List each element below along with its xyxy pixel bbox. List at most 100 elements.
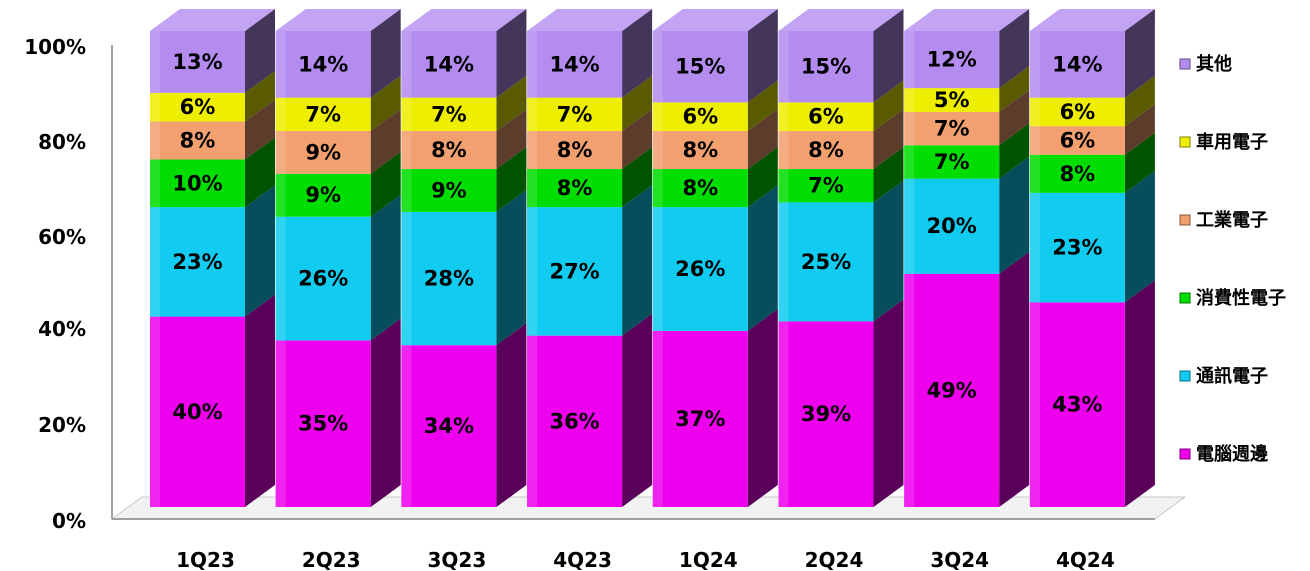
bar-segment-side: [622, 147, 653, 208]
bar-segment-side: [245, 70, 275, 122]
data-label: 8%: [431, 138, 467, 162]
x-tick-label: 3Q24: [930, 548, 989, 571]
bar-segment-side: [370, 151, 401, 217]
bar-segment-highlight: [401, 345, 412, 507]
y-tick-label: 20%: [38, 413, 86, 437]
data-label: 9%: [305, 183, 341, 207]
bar-segment-highlight: [527, 31, 538, 98]
bar-segment: [150, 207, 245, 317]
bar-segment: [275, 31, 371, 98]
bar-segment: [275, 340, 371, 507]
bar-segment-side: [496, 189, 527, 346]
data-label: 6%: [808, 105, 844, 129]
bar-segment-highlight: [778, 130, 789, 170]
data-label: 34%: [424, 414, 474, 438]
bar-segment-highlight: [527, 207, 538, 336]
legend-label: 消費性電子: [1196, 287, 1286, 309]
bar-segment-highlight: [1029, 97, 1040, 127]
data-label: 8%: [557, 138, 593, 162]
legend-swatch: [1179, 58, 1191, 70]
data-label: 8%: [557, 176, 593, 200]
bar-segment-highlight: [150, 159, 160, 208]
bar-segment: [1029, 97, 1125, 127]
data-label: 8%: [808, 138, 844, 162]
bar-segment-side: [873, 108, 904, 170]
bar-segment-highlight: [275, 216, 286, 341]
bar-segment-side: [370, 108, 401, 174]
bar-segment: [527, 31, 623, 98]
bar-segment-highlight: [275, 173, 286, 217]
data-label: 14%: [298, 52, 348, 76]
data-label: 35%: [298, 412, 348, 436]
bar-segment-highlight: [527, 130, 538, 170]
y-tick-label: 100%: [24, 35, 86, 59]
bar-segment-highlight: [904, 145, 915, 179]
bar-top-face: [1029, 9, 1155, 31]
bar-segment-highlight: [150, 31, 160, 93]
bar-segment-highlight: [652, 330, 663, 507]
bar-top-face: [904, 9, 1030, 31]
data-label: 28%: [424, 267, 474, 291]
data-label: 15%: [675, 55, 725, 79]
data-label: 8%: [682, 176, 718, 200]
bar-segment: [401, 345, 497, 507]
bar-top-face: [150, 9, 275, 31]
bar-segment: [275, 173, 371, 217]
bar-segment-highlight: [275, 31, 286, 98]
bar-segment-side: [747, 185, 778, 331]
data-label: 8%: [682, 138, 718, 162]
legend-swatch: [1179, 370, 1191, 382]
data-label: 15%: [801, 55, 851, 79]
bar-segment-side: [496, 9, 527, 98]
bar-segment: [904, 178, 1000, 274]
legend-swatch: [1179, 448, 1191, 460]
bar-segment: [275, 97, 371, 131]
floor-plane: [110, 496, 1187, 520]
bar-segment-side: [1124, 75, 1155, 127]
bar-segment-highlight: [401, 211, 412, 346]
bar-segment-side: [622, 75, 653, 131]
bar-segment-side: [873, 180, 904, 322]
x-tick-label: 1Q23: [176, 548, 235, 571]
data-label: 49%: [927, 378, 977, 402]
bar-segment-side: [999, 251, 1030, 507]
legend-label: 通訊電子: [1196, 365, 1268, 387]
data-label: 7%: [934, 117, 970, 141]
data-label: 23%: [172, 250, 222, 274]
bar-segment-side: [1124, 104, 1155, 155]
bar-segment: [778, 202, 874, 322]
data-label: 10%: [172, 171, 222, 195]
bar-segment: [652, 130, 748, 170]
bar-segment: [401, 31, 497, 98]
bar-segment-highlight: [904, 178, 915, 274]
data-label: 8%: [180, 128, 216, 152]
bar-segment-side: [1124, 9, 1155, 98]
data-label: 26%: [675, 257, 725, 281]
bar-segment: [527, 130, 623, 170]
bar-segment-highlight: [904, 31, 915, 89]
bar-top-face: [401, 9, 527, 31]
legend-swatch: [1179, 136, 1191, 148]
legend-swatch: [1179, 214, 1191, 226]
data-label: 26%: [298, 267, 348, 291]
bar-segment-side: [999, 156, 1030, 274]
bar-segment: [778, 102, 874, 131]
bar-segment-highlight: [527, 169, 538, 208]
bar-segment-highlight: [904, 88, 915, 112]
data-label: 36%: [549, 409, 599, 433]
data-label: 14%: [1052, 52, 1102, 76]
bar-segment-side: [370, 75, 401, 131]
bar-segment-side: [245, 294, 275, 507]
data-label: 6%: [1060, 128, 1096, 152]
data-label: 25%: [801, 250, 851, 274]
bar-segment-highlight: [1029, 126, 1040, 155]
chart-floor: [110, 496, 1187, 520]
bar-segment: [401, 211, 497, 346]
bar-segment-side: [370, 318, 401, 507]
bar-segment-highlight: [527, 97, 538, 131]
bar-segment-side: [622, 185, 653, 336]
bar-segment: [778, 31, 874, 103]
bar-segment: [1029, 302, 1125, 507]
bar-segment-side: [245, 99, 275, 160]
